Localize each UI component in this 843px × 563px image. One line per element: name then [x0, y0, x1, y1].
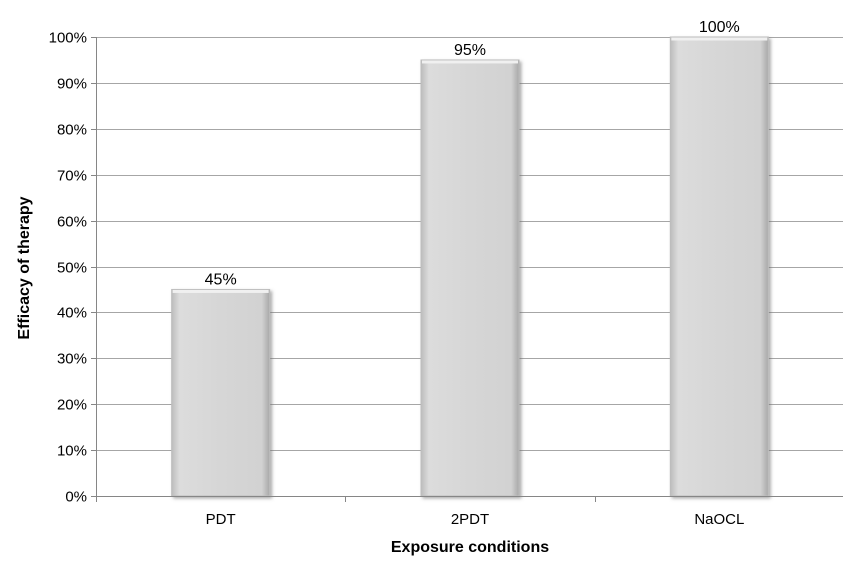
y-tick-label: 60%: [57, 214, 87, 231]
bar-top-highlight: [671, 37, 768, 41]
y-tick-label: 30%: [57, 351, 87, 368]
y-tick-label: 20%: [57, 397, 87, 414]
data-label: 100%: [699, 19, 740, 36]
bar-top-highlight: [172, 289, 269, 293]
y-tick-label: 100%: [49, 30, 87, 47]
y-tick-label: 90%: [57, 76, 87, 93]
labels: 0% 10% 20% 30% 40% 50% 60% 70% 80% 90% 100% 45% PDT 9…: [49, 19, 745, 528]
data-label: 45%: [205, 271, 237, 288]
y-tick-label: 10%: [57, 443, 87, 460]
bar-2pdt: [420, 59, 520, 497]
bar-naocl: [669, 36, 769, 497]
bars: [171, 36, 769, 497]
y-tick-label: 80%: [57, 122, 87, 139]
x-tick-label: PDT: [206, 511, 236, 528]
y-tick-label: 70%: [57, 168, 87, 185]
x-tick-label: 2PDT: [451, 511, 489, 528]
bar-pdt: [171, 288, 271, 497]
y-axis-title: Efficacy of therapy: [16, 196, 33, 339]
axes: [91, 37, 843, 502]
y-tick-label: 40%: [57, 305, 87, 322]
data-label: 95%: [454, 42, 486, 59]
y-tick-label: 50%: [57, 260, 87, 277]
bar-top-highlight: [422, 60, 518, 64]
y-tick-label: 0%: [65, 489, 87, 506]
x-tick-label: NaOCL: [694, 511, 744, 528]
x-axis-title: Exposure conditions: [391, 539, 549, 556]
